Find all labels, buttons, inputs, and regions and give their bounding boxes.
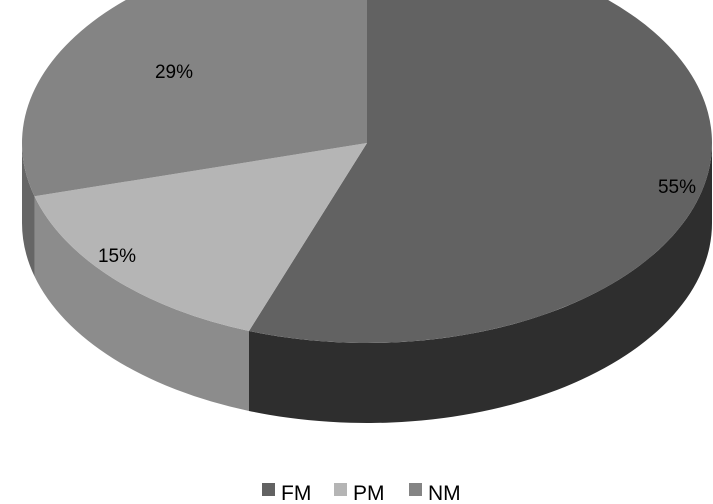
legend-swatch-fm — [262, 483, 275, 496]
pie-side-nm — [22, 143, 35, 277]
legend-swatch-pm — [334, 483, 347, 496]
data-label-nm: 29% — [155, 62, 193, 83]
legend-label-nm: NM — [428, 482, 461, 504]
pie-tops — [22, 0, 712, 343]
data-label-fm: 55% — [658, 177, 696, 198]
legend-label-pm: PM — [353, 482, 385, 504]
pie-slice-pm — [34, 143, 367, 331]
pie-side-fm — [249, 143, 712, 423]
pie-sides — [22, 143, 712, 423]
data-labels: 55% 15% 29% — [98, 62, 696, 267]
data-label-pm: 15% — [98, 246, 136, 267]
pie-slice-fm — [249, 0, 712, 343]
legend-label-fm: FM — [281, 482, 311, 504]
pie-side-pm — [34, 196, 250, 411]
legend-swatch-nm — [409, 483, 422, 496]
legend: FM PM NM — [262, 482, 461, 504]
pie-slice-nm — [22, 0, 367, 197]
